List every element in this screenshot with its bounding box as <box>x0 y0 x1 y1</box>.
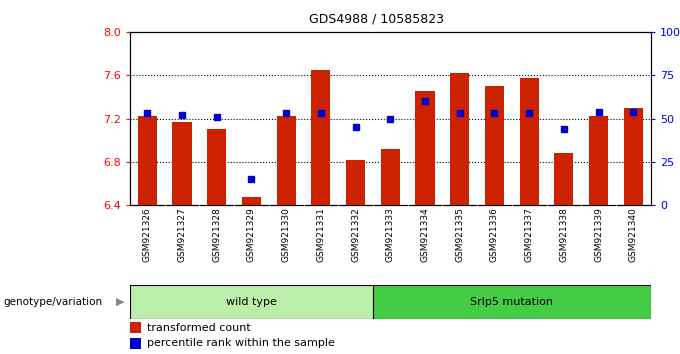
Text: transformed count: transformed count <box>147 322 251 333</box>
Text: wild type: wild type <box>226 297 277 307</box>
Text: GSM921337: GSM921337 <box>525 207 534 262</box>
Bar <box>173 122 192 205</box>
Text: GSM921330: GSM921330 <box>282 207 290 262</box>
Text: GDS4988 / 10585823: GDS4988 / 10585823 <box>309 12 444 25</box>
Text: GSM921326: GSM921326 <box>143 207 152 262</box>
Text: GSM921338: GSM921338 <box>560 207 568 262</box>
Text: GSM921329: GSM921329 <box>247 207 256 262</box>
Bar <box>137 116 157 205</box>
Text: GSM921327: GSM921327 <box>177 207 186 262</box>
Text: percentile rank within the sample: percentile rank within the sample <box>147 338 335 348</box>
Bar <box>130 285 373 319</box>
Bar <box>624 108 643 205</box>
Bar <box>207 130 226 205</box>
Text: GSM921335: GSM921335 <box>456 207 464 262</box>
Text: GSM921332: GSM921332 <box>351 207 360 262</box>
Bar <box>130 338 141 349</box>
Bar <box>242 196 261 205</box>
Text: GSM921340: GSM921340 <box>629 207 638 262</box>
Bar <box>130 322 141 333</box>
Text: GSM921328: GSM921328 <box>212 207 221 262</box>
Text: Srlp5 mutation: Srlp5 mutation <box>471 297 554 307</box>
Bar <box>450 73 469 205</box>
Text: GSM921334: GSM921334 <box>420 207 430 262</box>
Bar <box>373 285 651 319</box>
Text: GSM921333: GSM921333 <box>386 207 395 262</box>
Bar <box>346 160 365 205</box>
Bar <box>485 86 504 205</box>
Text: ▶: ▶ <box>116 297 125 307</box>
Bar <box>589 116 608 205</box>
Text: GSM921331: GSM921331 <box>316 207 325 262</box>
Bar <box>520 79 539 205</box>
Bar <box>381 149 400 205</box>
Text: genotype/variation: genotype/variation <box>3 297 103 307</box>
Text: GSM921336: GSM921336 <box>490 207 499 262</box>
Bar <box>415 91 435 205</box>
Bar <box>277 116 296 205</box>
Bar <box>554 153 573 205</box>
Text: GSM921339: GSM921339 <box>594 207 603 262</box>
Bar <box>311 70 330 205</box>
